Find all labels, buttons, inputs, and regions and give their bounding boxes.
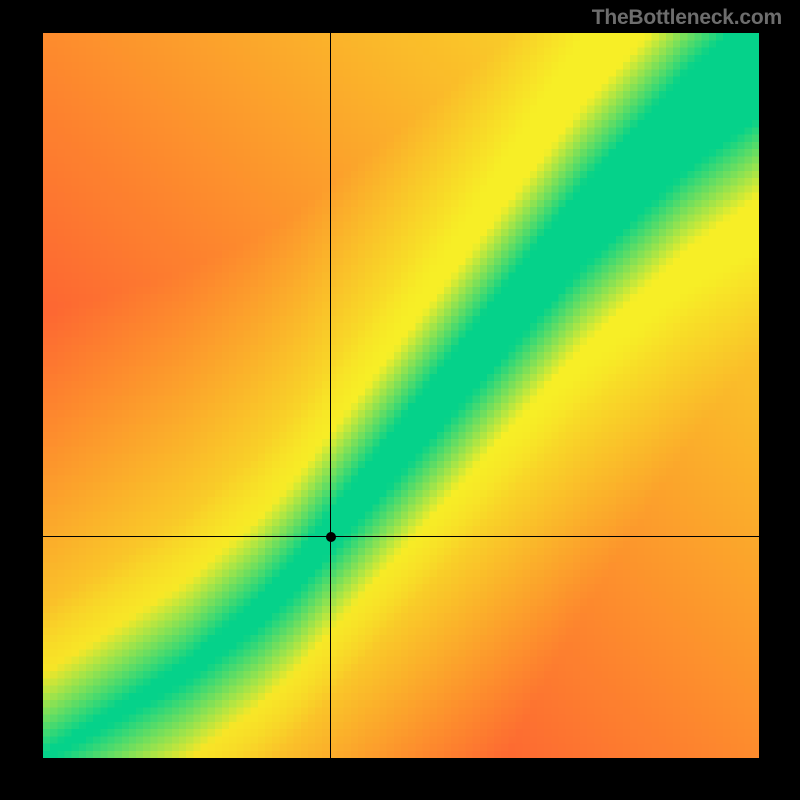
plot-area xyxy=(43,33,759,758)
figure-root: TheBottleneck.com xyxy=(0,0,800,800)
watermark-text: TheBottleneck.com xyxy=(592,6,782,30)
crosshair-horizontal xyxy=(43,536,759,537)
crosshair-vertical xyxy=(330,33,331,758)
bottleneck-heatmap xyxy=(43,33,759,758)
selection-marker-dot xyxy=(326,532,336,542)
